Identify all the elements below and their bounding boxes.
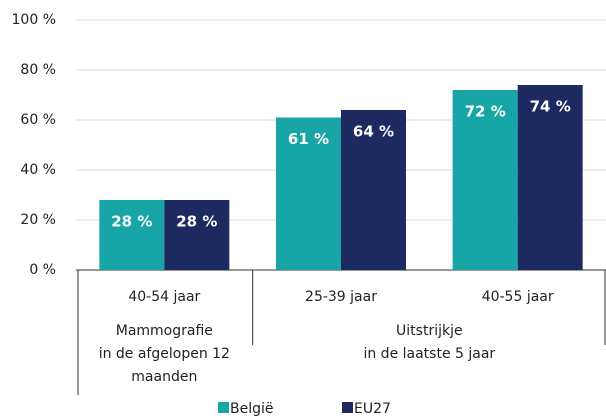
bar <box>452 90 518 270</box>
bar <box>341 110 406 270</box>
group-label: Mammografie <box>116 323 213 339</box>
value-label: 72 % <box>465 103 506 121</box>
bar <box>164 200 230 270</box>
bar <box>276 117 341 270</box>
value-label: 74 % <box>530 98 571 116</box>
group-label: in de afgelopen 12 <box>99 346 230 362</box>
value-label: 28 % <box>176 213 217 231</box>
value-label: 61 % <box>288 130 329 148</box>
y-tick-label: 80 % <box>20 62 56 78</box>
value-label: 64 % <box>353 123 394 141</box>
x-tick-label: 40-54 jaar <box>128 289 200 305</box>
bar <box>99 200 165 270</box>
y-tick-label: 100 % <box>12 12 56 28</box>
legend-swatch <box>218 402 229 413</box>
group-label: maanden <box>131 369 197 385</box>
y-tick-label: 40 % <box>20 162 56 178</box>
y-tick-label: 20 % <box>20 212 56 228</box>
y-tick-label: 0 % <box>29 262 56 278</box>
x-tick-label: 25-39 jaar <box>305 289 377 305</box>
legend-label: België <box>230 401 274 417</box>
group-label: Uitstrijkje <box>396 323 463 339</box>
bar <box>517 85 583 270</box>
legend-label: EU27 <box>354 401 391 417</box>
value-label: 28 % <box>111 213 152 231</box>
x-tick-label: 40-55 jaar <box>482 289 554 305</box>
group-label: in de laatste 5 jaar <box>363 346 495 362</box>
legend-swatch <box>342 402 353 413</box>
y-tick-label: 60 % <box>20 112 56 128</box>
